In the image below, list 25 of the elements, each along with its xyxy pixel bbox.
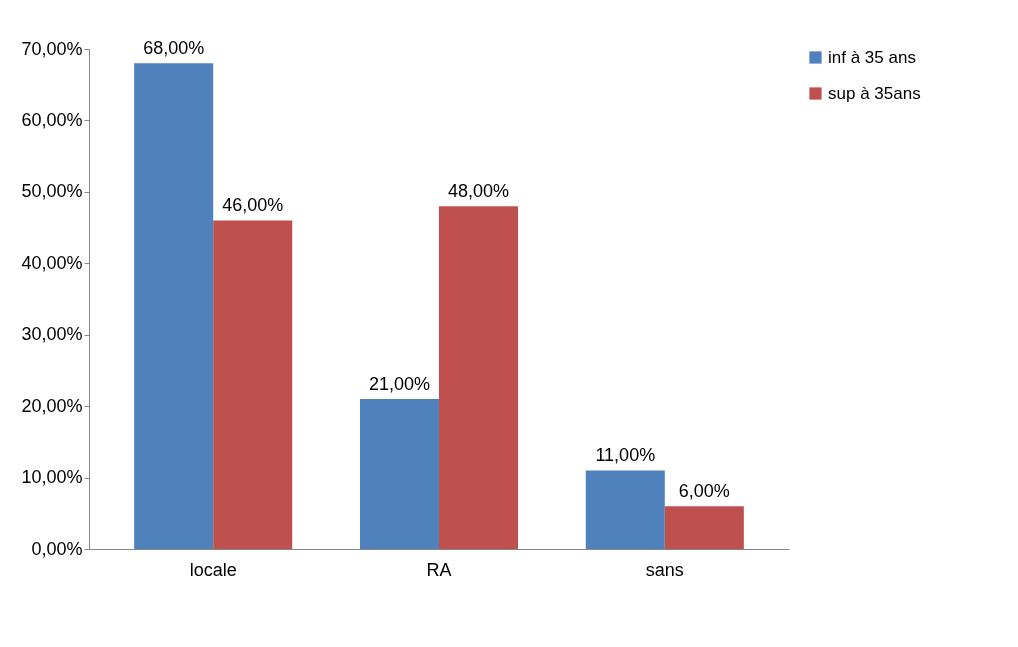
data-label: 6,00% <box>678 481 730 502</box>
data-label: 21,00% <box>368 374 431 394</box>
bar <box>439 206 519 549</box>
y-tick-label: 0,00% <box>31 538 83 559</box>
data-label: 11,00% <box>595 445 656 466</box>
y-tick-label: 70,00% <box>21 38 83 59</box>
y-tick-label: 40,00% <box>21 252 83 273</box>
x-tick-label: locale <box>189 559 237 580</box>
bar <box>359 399 439 549</box>
data-label: 68,00% <box>143 38 205 59</box>
legend-label: inf à 35 ans <box>828 47 916 67</box>
y-tick-label: 10,00% <box>21 467 83 488</box>
y-tick-label: 20,00% <box>21 395 83 416</box>
bar <box>134 63 214 549</box>
data-label: 46,00% <box>222 195 284 216</box>
y-tick-label: 50,00% <box>21 181 83 202</box>
bar <box>664 506 744 549</box>
y-tick-label: 60,00% <box>21 109 83 130</box>
x-tick-label: RA <box>426 559 452 580</box>
data-label: 48,00% <box>447 181 510 202</box>
legend-label: sup à 35ans <box>828 83 921 103</box>
bar <box>213 220 293 549</box>
bar <box>585 470 665 549</box>
y-tick-label: 30,00% <box>21 324 83 345</box>
x-tick-label: sans <box>645 559 684 580</box>
